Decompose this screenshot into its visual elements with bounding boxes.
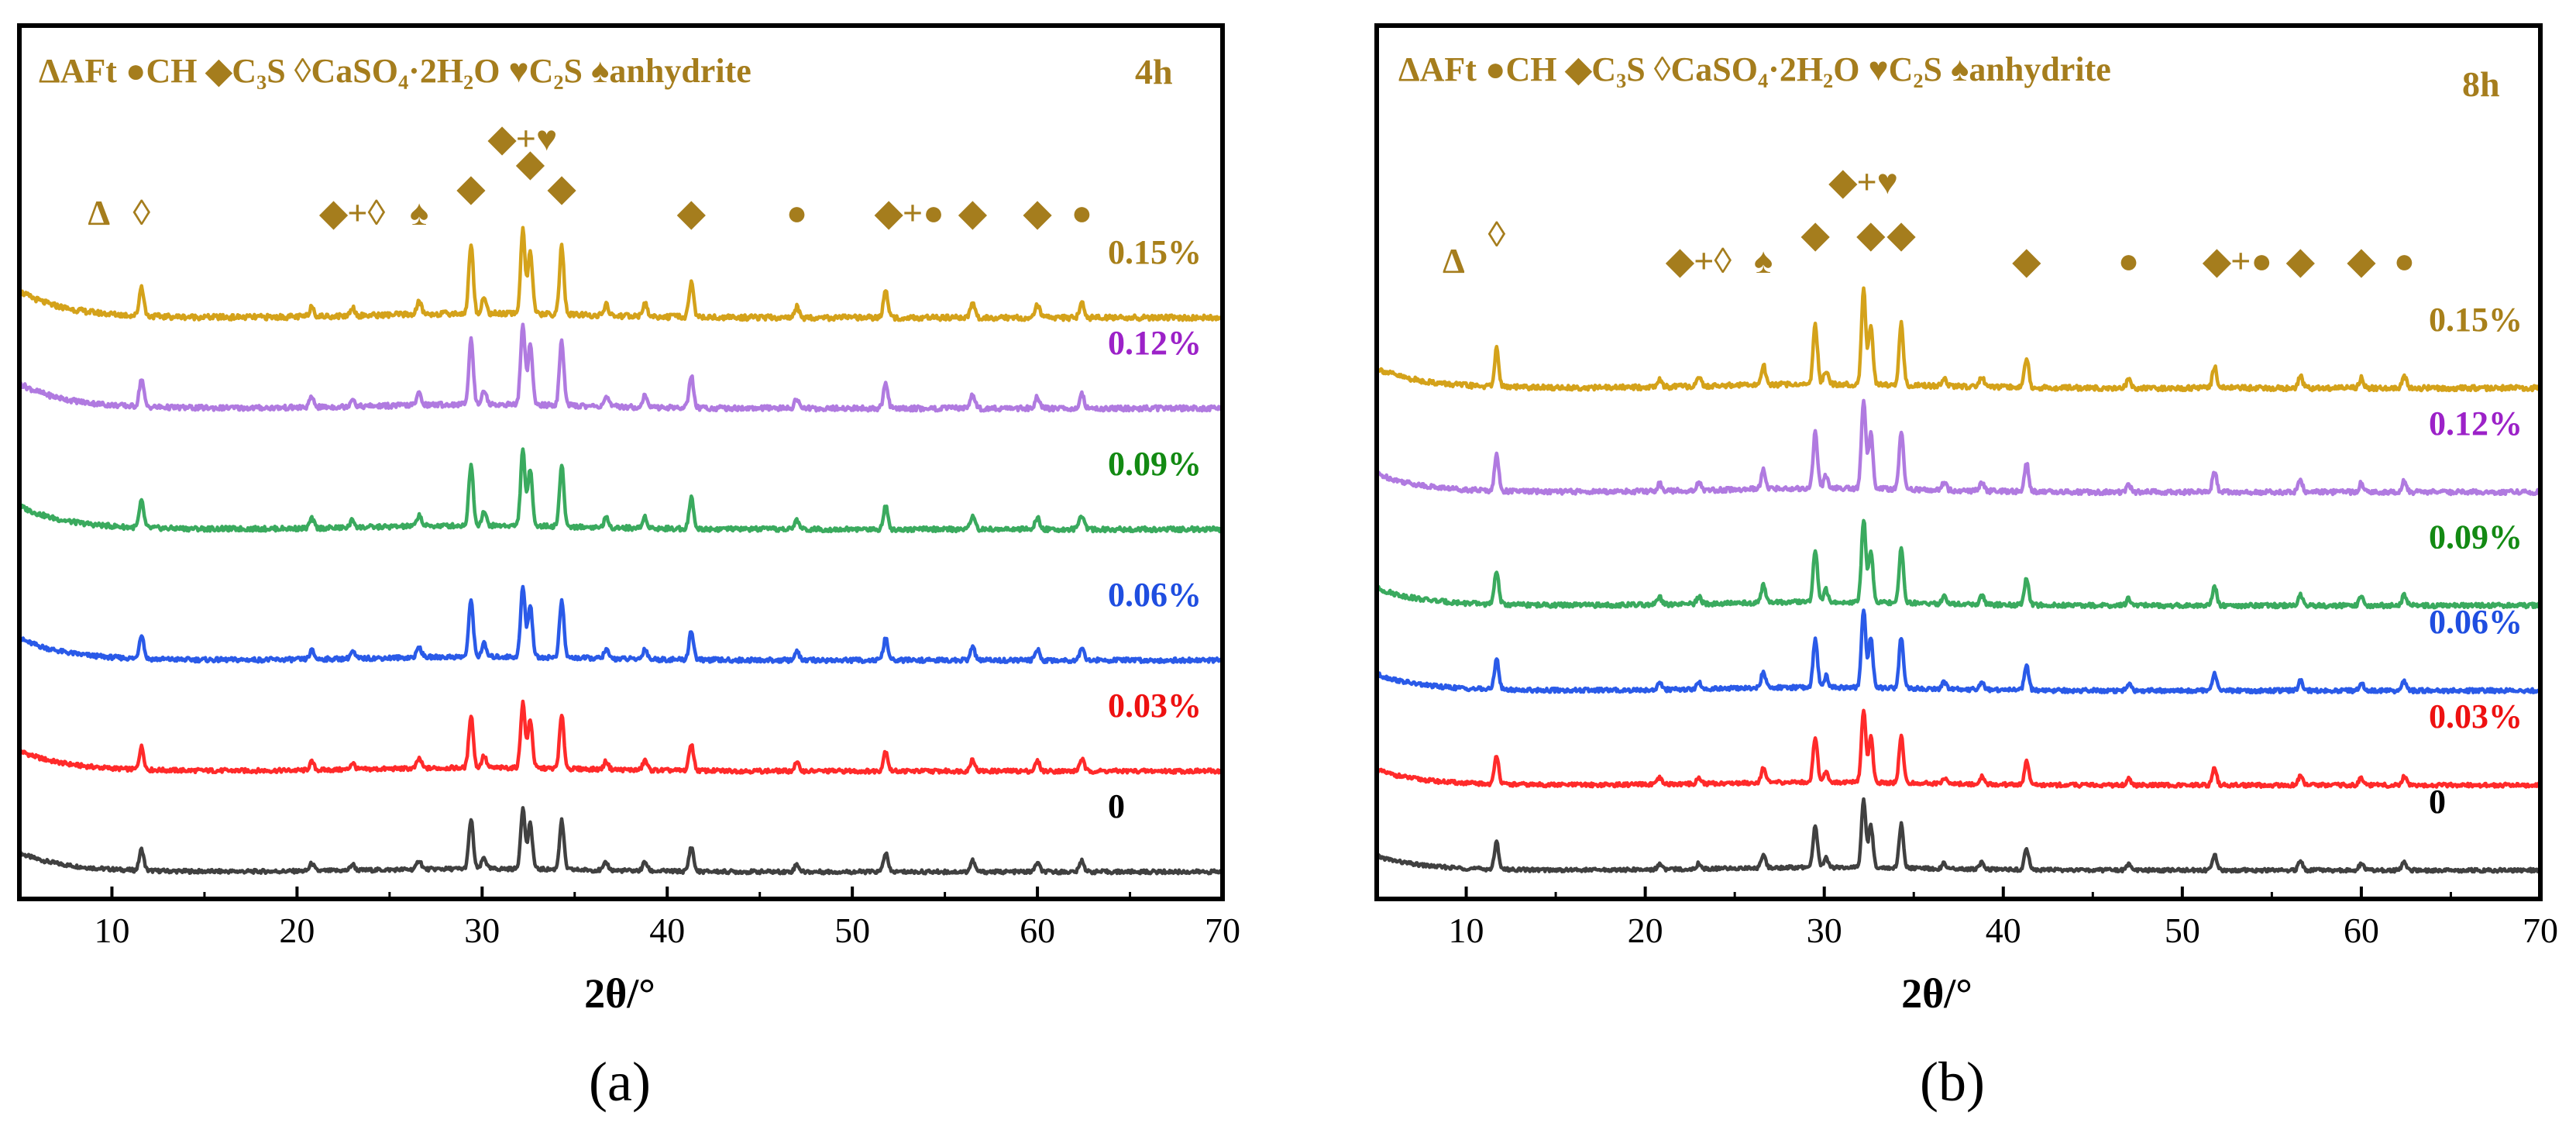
- trace-0.12pct: [1375, 398, 2543, 497]
- phase-marker: ◆: [2347, 241, 2376, 281]
- trace-0.12pct: [17, 322, 1225, 413]
- series-label-0.15pct: 0.15%: [2429, 301, 2523, 339]
- trace-0.03pct: [1374, 708, 2542, 789]
- phase-marker: Δ: [1443, 241, 1465, 281]
- trace-0.03pct: [17, 699, 1224, 775]
- phase-marker: ◆+◊: [1666, 241, 1732, 281]
- phase-marker: ♠: [1754, 241, 1773, 281]
- phase-marker: ●: [2393, 241, 2415, 281]
- series-label-0.12pct: 0.12%: [1108, 324, 1202, 362]
- panel-b-phase-markers: Δ◊◆+◊ ♠◆◆+♥◆ ◆◆ ● ◆+● ◆ ◆ ●: [1443, 162, 2415, 281]
- phase-marker: ◆: [2012, 241, 2041, 281]
- series-label-0.03pct: 0.03%: [2429, 697, 2523, 735]
- phase-marker: ◆: [456, 168, 486, 208]
- phase-marker: ●: [1071, 193, 1093, 232]
- phase-marker: ◆: [1023, 193, 1052, 232]
- trace-0: [17, 806, 1224, 876]
- x-tick-label-30: 30: [1807, 911, 1842, 950]
- trace-0.15pct: [18, 226, 1224, 322]
- panel-b-series-labels: 0 0.03% 0.06% 0.09% 0.12% 0.15%: [2429, 301, 2523, 821]
- x-tick-label-60: 60: [2344, 911, 2379, 950]
- trace-0.09pct: [18, 447, 1224, 534]
- phase-marker: ◆+♥: [487, 119, 557, 158]
- phase-marker: ●: [2118, 241, 2140, 281]
- trace-0.06pct: [18, 584, 1224, 665]
- phase-marker: ◆: [516, 143, 545, 183]
- series-label-0: 0: [1108, 787, 1125, 825]
- phase-marker: ♠: [410, 193, 428, 232]
- panel-b-caption: (b): [1920, 1051, 1985, 1113]
- phase-marker: ◆: [1886, 215, 1916, 254]
- series-label-0.06pct: 0.06%: [2429, 603, 2523, 641]
- x-tick-label-70: 70: [2523, 911, 2558, 950]
- x-tick-label-20: 20: [1628, 911, 1663, 950]
- panel-a-caption: (a): [589, 1051, 651, 1113]
- panel-a-legend: ΔAFt ●CH ◆C₃S ◊CaSO₄·2H₂O ♥C₂S ♠anhydrit…: [39, 52, 751, 90]
- phase-marker: ◆+♥: [1828, 162, 1898, 201]
- series-label-0.09pct: 0.09%: [1108, 445, 1202, 483]
- panel-b-legend: ΔAFt ●CH ◆C₃S ◊CaSO₄·2H₂O ♥C₂S ♠anhydrit…: [1398, 50, 2111, 88]
- phase-marker: ◆: [958, 193, 988, 232]
- panel-b-x-axis-title: 2θ/°: [1901, 970, 1972, 1017]
- panel-a-x-axis-title: 2θ/°: [584, 970, 655, 1017]
- series-label-0.12pct: 0.12%: [2429, 405, 2523, 442]
- panel-a-series-labels: 0 0.03% 0.06% 0.09% 0.12% 0.15%: [1108, 233, 1202, 825]
- x-tick-label-50: 50: [834, 911, 870, 950]
- panel-a-phase-markers: Δ ◊ ◆+◊ ♠◆◆+♥◆◆◆ ● ◆+● ◆ ◆ ●: [88, 119, 1092, 232]
- trace-0.06pct: [1375, 608, 2543, 695]
- x-tick-label-50: 50: [2165, 911, 2200, 950]
- panel-a-x-axis: 10 20 30 40 50 60 70: [94, 887, 1240, 950]
- phase-marker: ◆+●: [2203, 241, 2272, 281]
- phase-marker: ◆: [1800, 215, 1830, 254]
- x-tick-label-30: 30: [464, 911, 500, 950]
- x-tick-label-40: 40: [649, 911, 685, 950]
- phase-marker: ◆+◊: [319, 193, 386, 232]
- panel-a-frame: [17, 23, 1225, 901]
- phase-marker: Δ: [88, 193, 110, 232]
- panel-a-traces: [17, 226, 1225, 876]
- series-label-0: 0: [2429, 783, 2446, 821]
- panel-b-traces: [1374, 286, 2543, 874]
- phase-marker: ◆+●: [875, 193, 944, 232]
- x-tick-label-10: 10: [94, 911, 129, 950]
- x-tick-label-70: 70: [1205, 911, 1240, 950]
- panel-b-frame: [1374, 23, 2543, 901]
- x-tick-label-60: 60: [1020, 911, 1055, 950]
- x-tick-label-10: 10: [1449, 911, 1484, 950]
- x-tick-label-20: 20: [279, 911, 315, 950]
- trace-0.15pct: [1374, 286, 2543, 393]
- series-label-0.09pct: 0.09%: [2429, 518, 2523, 556]
- series-label-0.15pct: 0.15%: [1108, 233, 1202, 271]
- panel-a-time-label: 4h: [1135, 52, 1173, 91]
- phase-marker: ◆: [547, 168, 576, 208]
- phase-marker: ◆: [1856, 215, 1886, 254]
- trace-0.09pct: [1375, 518, 2542, 610]
- panel-b-x-axis: 10 20 30 40 50 60 70: [1449, 887, 2558, 950]
- x-tick-label-40: 40: [1986, 911, 2021, 950]
- series-label-0.06pct: 0.06%: [1108, 576, 1202, 614]
- phase-marker: ◆: [677, 193, 707, 232]
- panel-a: 10 20 30 40 50 60 70 Δ ◊ ◆+◊ ♠◆◆+♥◆◆◆ ● ◆+● ◆ ◆ ● 00.0…: [17, 23, 1240, 1113]
- panel-b: 10 20 30 40 50 60 70 Δ◊◆+◊ ♠◆◆+♥◆ ◆◆ ● ◆+● ◆ ◆ ● 00.0…: [1374, 23, 2558, 1113]
- series-label-0.03pct: 0.03%: [1108, 687, 1202, 725]
- trace-0: [1375, 797, 2542, 874]
- phase-marker: ◊: [132, 193, 150, 232]
- phase-marker: ●: [786, 193, 808, 232]
- phase-marker: ◊: [1487, 215, 1505, 254]
- phase-marker: ◆: [2286, 241, 2316, 281]
- panel-b-time-label: 8h: [2462, 64, 2500, 104]
